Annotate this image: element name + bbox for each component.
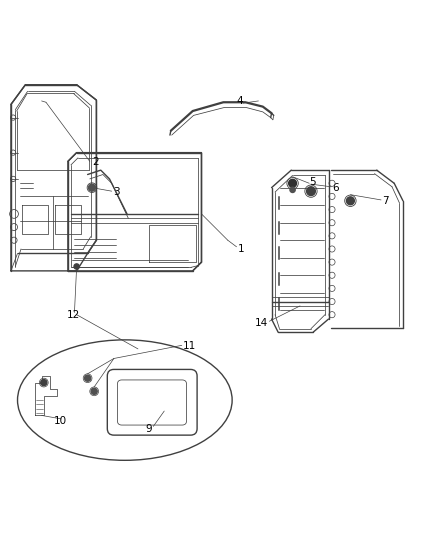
Text: 14: 14: [255, 318, 268, 328]
Circle shape: [41, 379, 47, 386]
Text: 1: 1: [238, 244, 244, 254]
Circle shape: [346, 197, 354, 205]
Circle shape: [307, 187, 315, 196]
Text: 9: 9: [145, 424, 152, 433]
Text: 10: 10: [54, 416, 67, 426]
Text: 4: 4: [237, 96, 243, 106]
Text: 2: 2: [92, 157, 99, 167]
Circle shape: [91, 388, 97, 394]
Text: 12: 12: [67, 310, 80, 320]
Text: 3: 3: [113, 187, 120, 197]
Text: 11: 11: [183, 341, 196, 351]
Circle shape: [290, 187, 295, 192]
Text: 5: 5: [309, 177, 316, 187]
Circle shape: [85, 375, 91, 381]
Circle shape: [289, 179, 297, 187]
Circle shape: [74, 264, 79, 269]
Circle shape: [88, 184, 95, 191]
Text: 6: 6: [332, 183, 339, 192]
Text: 7: 7: [382, 196, 389, 206]
